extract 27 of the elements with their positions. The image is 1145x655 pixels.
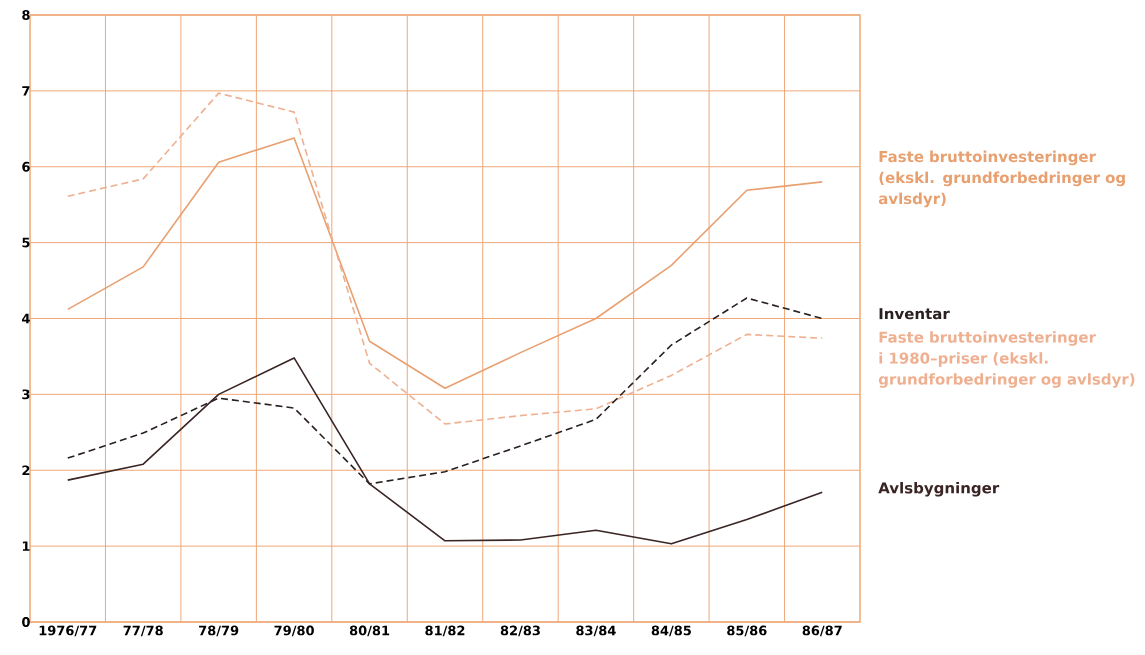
x-tick-label: 81/82 xyxy=(425,625,465,637)
x-tick-label: 83/84 xyxy=(576,625,616,637)
y-tick-label: 8 xyxy=(22,10,30,20)
x-tick-label: 1976/77 xyxy=(39,625,97,637)
x-tick-label: 80/81 xyxy=(349,625,390,637)
x-tick-label: 82/83 xyxy=(500,625,540,637)
x-tick-label: 85/86 xyxy=(727,625,767,637)
y-tick-label: 6 xyxy=(22,161,30,172)
y-tick-label: 5 xyxy=(22,237,30,248)
text: Faste bruttoinvesteringer (ekskl. grundforbedringer og avlsdyr) xyxy=(878,150,1125,208)
x-tick-label: 78/79 xyxy=(199,625,239,637)
y-tick-label: 3 xyxy=(22,389,30,400)
y-tick-label: 1 xyxy=(22,541,30,551)
y-tick-label: 2 xyxy=(22,465,30,476)
text: Inventar xyxy=(879,308,950,320)
line-series xyxy=(66,297,824,485)
x-tick-label: 77/78 xyxy=(123,625,163,637)
line-series xyxy=(66,92,824,425)
x-tick-label: 79/80 xyxy=(274,625,314,637)
x-tick-label: 86/87 xyxy=(802,625,842,637)
y-tick-label: 7 xyxy=(22,86,30,96)
y-tick-label: 0 xyxy=(22,617,30,627)
text: Avlsbygninger xyxy=(878,481,1000,497)
line-series xyxy=(66,357,824,545)
y-tick-label: 4 xyxy=(22,313,30,324)
text: Faste bruttoinvesteringer i 1980–priser (ekskl. grundforbedringer og avlsdyr) xyxy=(878,331,1135,388)
x-tick-label: 84/85 xyxy=(651,625,691,637)
